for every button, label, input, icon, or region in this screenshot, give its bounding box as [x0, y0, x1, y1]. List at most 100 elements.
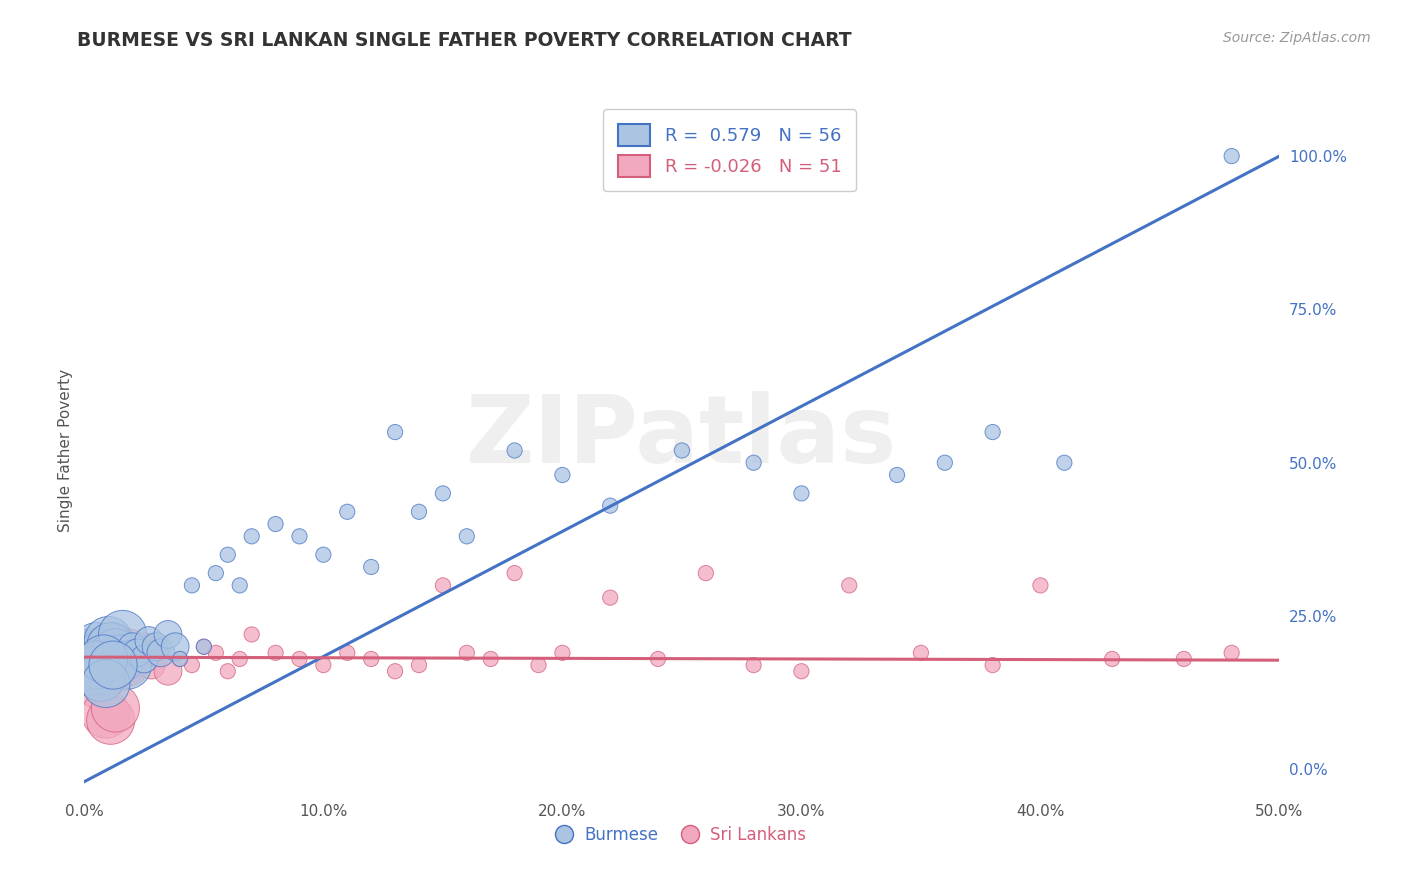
Point: [111, 627, 134, 641]
Y-axis label: Single Father Poverty: Single Father Poverty: [58, 369, 73, 532]
Point: [165, 640, 187, 654]
Point: [336, 505, 359, 519]
Point: [456, 646, 478, 660]
Point: [86, 676, 108, 690]
Point: [86, 658, 108, 673]
Point: [288, 529, 311, 543]
Point: [695, 566, 717, 581]
Point: [1220, 646, 1243, 660]
Point: [312, 548, 335, 562]
Point: [456, 529, 478, 543]
Point: [432, 578, 454, 592]
Point: [886, 467, 908, 482]
Point: [551, 467, 574, 482]
Point: [90, 670, 112, 684]
Legend: Burmese, Sri Lankans: Burmese, Sri Lankans: [551, 820, 813, 851]
Point: [145, 646, 167, 660]
Point: [1029, 578, 1052, 592]
Point: [97, 652, 120, 666]
Point: [503, 566, 526, 581]
Point: [599, 499, 621, 513]
Point: [288, 652, 311, 666]
Point: [479, 652, 502, 666]
Point: [132, 652, 156, 666]
Point: [125, 646, 148, 660]
Point: [264, 517, 287, 532]
Point: [83, 652, 105, 666]
Point: [80, 664, 103, 679]
Point: [110, 652, 132, 666]
Point: [101, 658, 124, 673]
Point: [205, 566, 228, 581]
Point: [217, 664, 239, 679]
Point: [1220, 149, 1243, 163]
Point: [100, 714, 122, 728]
Point: [264, 646, 287, 660]
Point: [132, 640, 156, 654]
Point: [145, 640, 167, 654]
Point: [240, 529, 263, 543]
Point: [599, 591, 621, 605]
Point: [336, 646, 359, 660]
Point: [503, 443, 526, 458]
Point: [97, 652, 120, 666]
Point: [94, 664, 117, 679]
Point: [125, 652, 148, 666]
Point: [229, 652, 252, 666]
Point: [790, 486, 813, 500]
Point: [86, 646, 108, 660]
Point: [1053, 456, 1076, 470]
Point: [90, 670, 112, 684]
Text: BURMESE VS SRI LANKAN SINGLE FATHER POVERTY CORRELATION CHART: BURMESE VS SRI LANKAN SINGLE FATHER POVE…: [77, 31, 852, 50]
Point: [110, 658, 132, 673]
Point: [981, 658, 1004, 673]
Point: [97, 633, 120, 648]
Point: [104, 646, 127, 660]
Point: [647, 652, 669, 666]
Point: [121, 640, 143, 654]
Point: [671, 443, 693, 458]
Point: [80, 646, 103, 660]
Point: [117, 646, 139, 660]
Point: [87, 658, 110, 673]
Text: ZIPatlas: ZIPatlas: [467, 391, 897, 483]
Point: [94, 707, 117, 722]
Point: [80, 652, 103, 666]
Point: [360, 652, 382, 666]
Point: [527, 658, 550, 673]
Point: [408, 658, 430, 673]
Text: Source: ZipAtlas.com: Source: ZipAtlas.com: [1223, 31, 1371, 45]
Point: [312, 658, 335, 673]
Point: [121, 664, 143, 679]
Point: [742, 658, 765, 673]
Point: [551, 646, 574, 660]
Point: [169, 652, 191, 666]
Point: [157, 664, 180, 679]
Point: [93, 664, 115, 679]
Point: [432, 486, 454, 500]
Point: [87, 658, 110, 673]
Point: [229, 578, 252, 592]
Point: [100, 640, 122, 654]
Point: [149, 646, 172, 660]
Point: [101, 640, 124, 654]
Point: [93, 646, 115, 660]
Point: [94, 676, 117, 690]
Point: [205, 646, 228, 660]
Point: [169, 652, 191, 666]
Point: [360, 560, 382, 574]
Point: [217, 548, 239, 562]
Point: [157, 627, 180, 641]
Point: [193, 640, 215, 654]
Point: [181, 578, 204, 592]
Point: [141, 658, 163, 673]
Point: [384, 664, 406, 679]
Point: [90, 652, 112, 666]
Point: [384, 425, 406, 439]
Point: [1173, 652, 1195, 666]
Point: [101, 658, 124, 673]
Point: [910, 646, 932, 660]
Point: [138, 633, 160, 648]
Point: [104, 701, 127, 715]
Point: [117, 658, 139, 673]
